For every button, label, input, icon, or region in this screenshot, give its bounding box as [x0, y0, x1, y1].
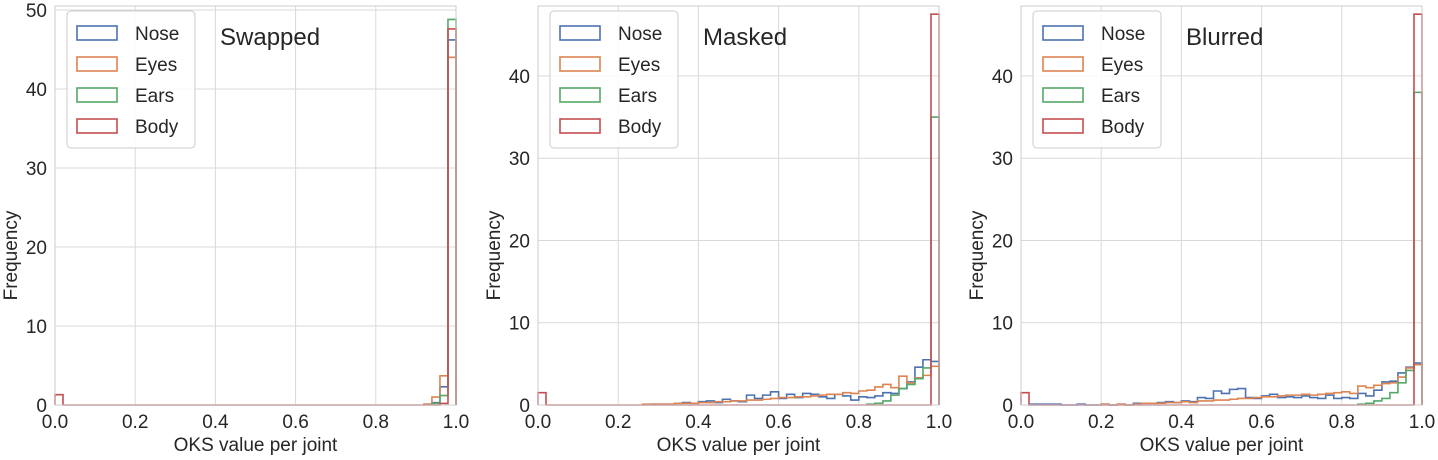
- y-tick-label: 0: [519, 396, 530, 417]
- histogram-panel-masked: 0.0 0.2 0.4 0.6 0.8 1.0 0 10 20 30 40 OKS value per…: [484, 5, 952, 456]
- histogram-series-nose: [649, 358, 940, 405]
- legend-swatch-ears: [1042, 87, 1084, 103]
- y-tick-label: 20: [509, 231, 530, 252]
- y-tick-label: 10: [992, 314, 1013, 335]
- panel-title: Swapped: [220, 24, 320, 51]
- histogram-series-ears: [1357, 91, 1423, 405]
- x-tick-label: 0.8: [363, 412, 389, 433]
- histogram-series-nose: [423, 39, 457, 406]
- legend-label-body: Body: [135, 117, 179, 138]
- x-axis-label: OKS value per joint: [657, 435, 821, 456]
- x-tick-label: 0.6: [765, 412, 791, 433]
- legend-label-body: Body: [618, 117, 662, 138]
- x-tick-label: 0.2: [605, 412, 631, 433]
- x-axis-label: OKS value per joint: [1140, 435, 1304, 456]
- legend-box: [549, 10, 679, 149]
- legend-swatch-eyes: [76, 56, 118, 72]
- x-tick-label: 0.4: [202, 412, 229, 433]
- legend-swatch-nose: [1042, 25, 1084, 41]
- histogram-series-eyes: [423, 56, 457, 406]
- x-axis-label: OKS value per joint: [174, 435, 338, 456]
- x-tick-label: 1.0: [926, 412, 952, 433]
- legend-swatch-eyes: [1042, 56, 1084, 72]
- x-tick-label: 0.6: [1248, 412, 1274, 433]
- legend-swatch-body: [76, 118, 118, 134]
- x-tick-label: 0.0: [42, 412, 68, 433]
- y-axis-label: Frequency: [484, 210, 505, 300]
- legend-label-nose: Nose: [1101, 24, 1145, 45]
- axes-frame: [537, 5, 940, 406]
- y-tick-label: 0: [1002, 396, 1013, 417]
- legend-label-ears: Ears: [135, 86, 174, 107]
- legend-swatch-nose: [559, 25, 601, 41]
- y-tick-label: 40: [26, 80, 47, 101]
- panel-title: Masked: [703, 24, 787, 51]
- y-tick-label: 20: [992, 231, 1013, 252]
- legend: Nose Eyes Ears Body: [66, 10, 196, 149]
- y-tick-label: 10: [26, 317, 47, 338]
- y-tick-label: 0: [36, 396, 47, 417]
- histogram-panel-blurred: 0.0 0.2 0.4 0.6 0.8 1.0 0 10 20 30 40 OKS value per…: [967, 5, 1435, 456]
- legend-swatch-body: [559, 118, 601, 134]
- legend-swatch-ears: [559, 87, 601, 103]
- y-tick-label: 20: [26, 238, 47, 259]
- x-tick-label: 1.0: [443, 412, 469, 433]
- y-axis-label: Frequency: [967, 210, 988, 300]
- legend-label-body: Body: [1101, 117, 1145, 138]
- x-tick-label: 1.0: [1409, 412, 1435, 433]
- x-tick-label: 0.6: [282, 412, 308, 433]
- histogram-series-ears: [866, 116, 940, 405]
- histogram-panel-swapped: 0.0 0.2 0.4 0.6 0.8 1.0 0 10 20 30 40 50 OKS value p…: [1, 1, 469, 456]
- legend-label-eyes: Eyes: [618, 55, 660, 76]
- legend-label-ears: Ears: [1101, 86, 1140, 107]
- histogram-series-ears: [431, 18, 457, 405]
- y-tick-label: 30: [509, 149, 530, 170]
- x-tick-label: 0.0: [525, 412, 551, 433]
- axes-frame: [54, 5, 457, 406]
- x-tick-label: 0.4: [1168, 412, 1195, 433]
- y-tick-label: 40: [509, 67, 530, 88]
- y-tick-label: 10: [509, 314, 530, 335]
- x-tick-label: 0.4: [685, 412, 712, 433]
- y-axis-label: Frequency: [1, 210, 22, 300]
- y-tick-label: 50: [26, 1, 47, 22]
- legend-label-ears: Ears: [618, 86, 657, 107]
- y-tick-label: 30: [992, 149, 1013, 170]
- x-tick-label: 0.2: [122, 412, 148, 433]
- legend-label-nose: Nose: [618, 24, 662, 45]
- legend-swatch-ears: [76, 87, 118, 103]
- x-tick-label: 0.0: [1008, 412, 1034, 433]
- legend: Nose Eyes Ears Body: [549, 10, 679, 149]
- x-tick-label: 0.8: [846, 412, 872, 433]
- legend-label-eyes: Eyes: [1101, 55, 1143, 76]
- histogram-series-nose: [1028, 362, 1423, 406]
- legend-swatch-body: [1042, 118, 1084, 134]
- legend-swatch-nose: [76, 25, 118, 41]
- x-tick-label: 0.8: [1329, 412, 1355, 433]
- histogram-series-eyes: [641, 365, 940, 405]
- panel-title: Blurred: [1186, 24, 1263, 51]
- x-tick-label: 0.2: [1088, 412, 1114, 433]
- y-tick-label: 30: [26, 159, 47, 180]
- legend-box: [66, 10, 196, 149]
- legend: Nose Eyes Ears Body: [1032, 10, 1162, 149]
- legend-label-eyes: Eyes: [135, 55, 177, 76]
- legend-label-nose: Nose: [135, 24, 179, 45]
- y-tick-label: 40: [992, 67, 1013, 88]
- axes-frame: [1020, 5, 1423, 406]
- histogram-series-eyes: [1100, 363, 1423, 406]
- legend-box: [1032, 10, 1162, 149]
- legend-swatch-eyes: [559, 56, 601, 72]
